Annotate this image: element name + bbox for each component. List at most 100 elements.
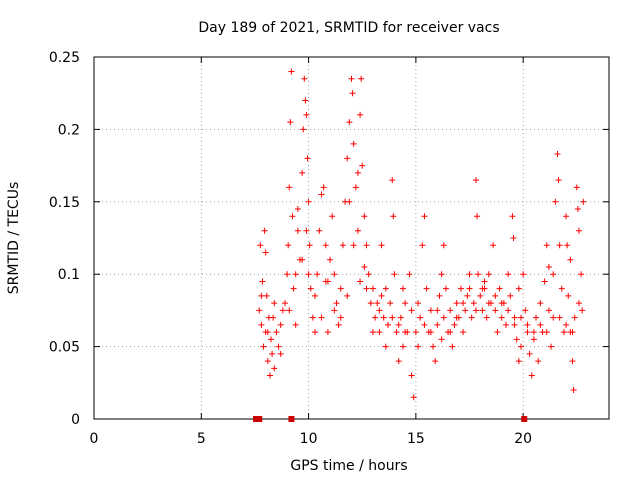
data-point <box>462 307 469 314</box>
y-tick-label: 0.15 <box>49 195 80 211</box>
data-point <box>556 242 563 249</box>
data-point <box>427 307 434 314</box>
data-point <box>393 329 400 336</box>
data-point <box>363 242 370 249</box>
data-point <box>419 242 426 249</box>
data-point <box>440 314 447 321</box>
data-point <box>361 263 368 270</box>
data-point <box>306 242 313 249</box>
data-point <box>395 358 402 365</box>
data-point <box>579 307 586 314</box>
data-point <box>292 321 299 328</box>
data-point <box>535 358 542 365</box>
data-point <box>567 256 574 263</box>
data-point <box>384 321 391 328</box>
data-point <box>468 314 475 321</box>
data-point <box>573 184 580 191</box>
data-point <box>376 329 383 336</box>
data-point <box>556 314 563 321</box>
data-point <box>421 321 428 328</box>
data-point <box>279 307 286 314</box>
data-point <box>357 111 364 118</box>
data-point <box>492 307 499 314</box>
data-point <box>346 119 353 126</box>
data-point <box>520 271 527 278</box>
data-point <box>545 307 552 314</box>
data-point <box>301 75 308 82</box>
data-point <box>432 358 439 365</box>
data-point <box>447 329 454 336</box>
data-point <box>389 177 396 184</box>
x-tick-label: 10 <box>300 431 318 447</box>
data-point <box>440 242 447 249</box>
data-point <box>498 314 505 321</box>
data-point <box>511 314 518 321</box>
data-point <box>503 321 509 328</box>
data-point <box>289 213 296 220</box>
data-point <box>261 227 268 234</box>
data-point <box>300 126 307 133</box>
data-point <box>307 285 314 292</box>
data-point <box>402 300 409 307</box>
data-point <box>299 169 306 176</box>
data-point <box>269 350 276 357</box>
data-point <box>402 329 409 336</box>
data-point <box>477 292 484 299</box>
data-point <box>257 242 264 249</box>
data-point <box>530 329 537 336</box>
data-point <box>348 75 355 82</box>
data-point <box>322 242 329 249</box>
data-point <box>369 329 376 336</box>
data-point <box>344 155 351 162</box>
data-point <box>333 300 340 307</box>
data-point <box>509 213 516 220</box>
data-point <box>324 329 331 336</box>
data-point <box>408 372 415 379</box>
data-point <box>290 285 297 292</box>
data-point <box>505 271 512 278</box>
data-point <box>554 151 561 158</box>
data-point <box>550 314 557 321</box>
data-point <box>475 271 482 278</box>
data-point <box>299 256 306 263</box>
data-point <box>337 285 344 292</box>
data-point <box>292 271 299 278</box>
data-point <box>281 300 288 307</box>
data-point <box>314 271 321 278</box>
data-point <box>533 314 540 321</box>
y-tick-label: 0 <box>71 412 80 428</box>
data-point <box>474 213 481 220</box>
data-point <box>543 242 550 249</box>
data-point <box>571 314 578 321</box>
data-point <box>294 227 301 234</box>
data-point <box>513 336 520 343</box>
data-point <box>357 278 364 285</box>
axis-markers <box>253 416 528 422</box>
data-point <box>264 358 271 365</box>
y-tick-label: 0.1 <box>58 267 80 283</box>
data-point <box>564 242 571 249</box>
data-point <box>558 285 565 292</box>
data-point <box>427 329 434 336</box>
data-point <box>453 314 460 321</box>
data-point <box>472 307 479 314</box>
data-point <box>380 314 387 321</box>
data-point <box>447 307 454 314</box>
data-point <box>574 206 581 213</box>
data-point <box>442 285 449 292</box>
data-point <box>262 249 269 256</box>
data-point <box>350 140 357 147</box>
data-point <box>264 329 271 336</box>
data-point <box>479 307 486 314</box>
data-point <box>421 213 428 220</box>
data-point <box>430 343 437 350</box>
data-point <box>389 314 396 321</box>
data-point <box>518 343 525 350</box>
data-point <box>318 314 325 321</box>
data-point <box>560 329 567 336</box>
data-point <box>526 350 533 357</box>
data-point <box>457 285 464 292</box>
data-point <box>528 372 535 379</box>
data-point <box>464 292 471 299</box>
